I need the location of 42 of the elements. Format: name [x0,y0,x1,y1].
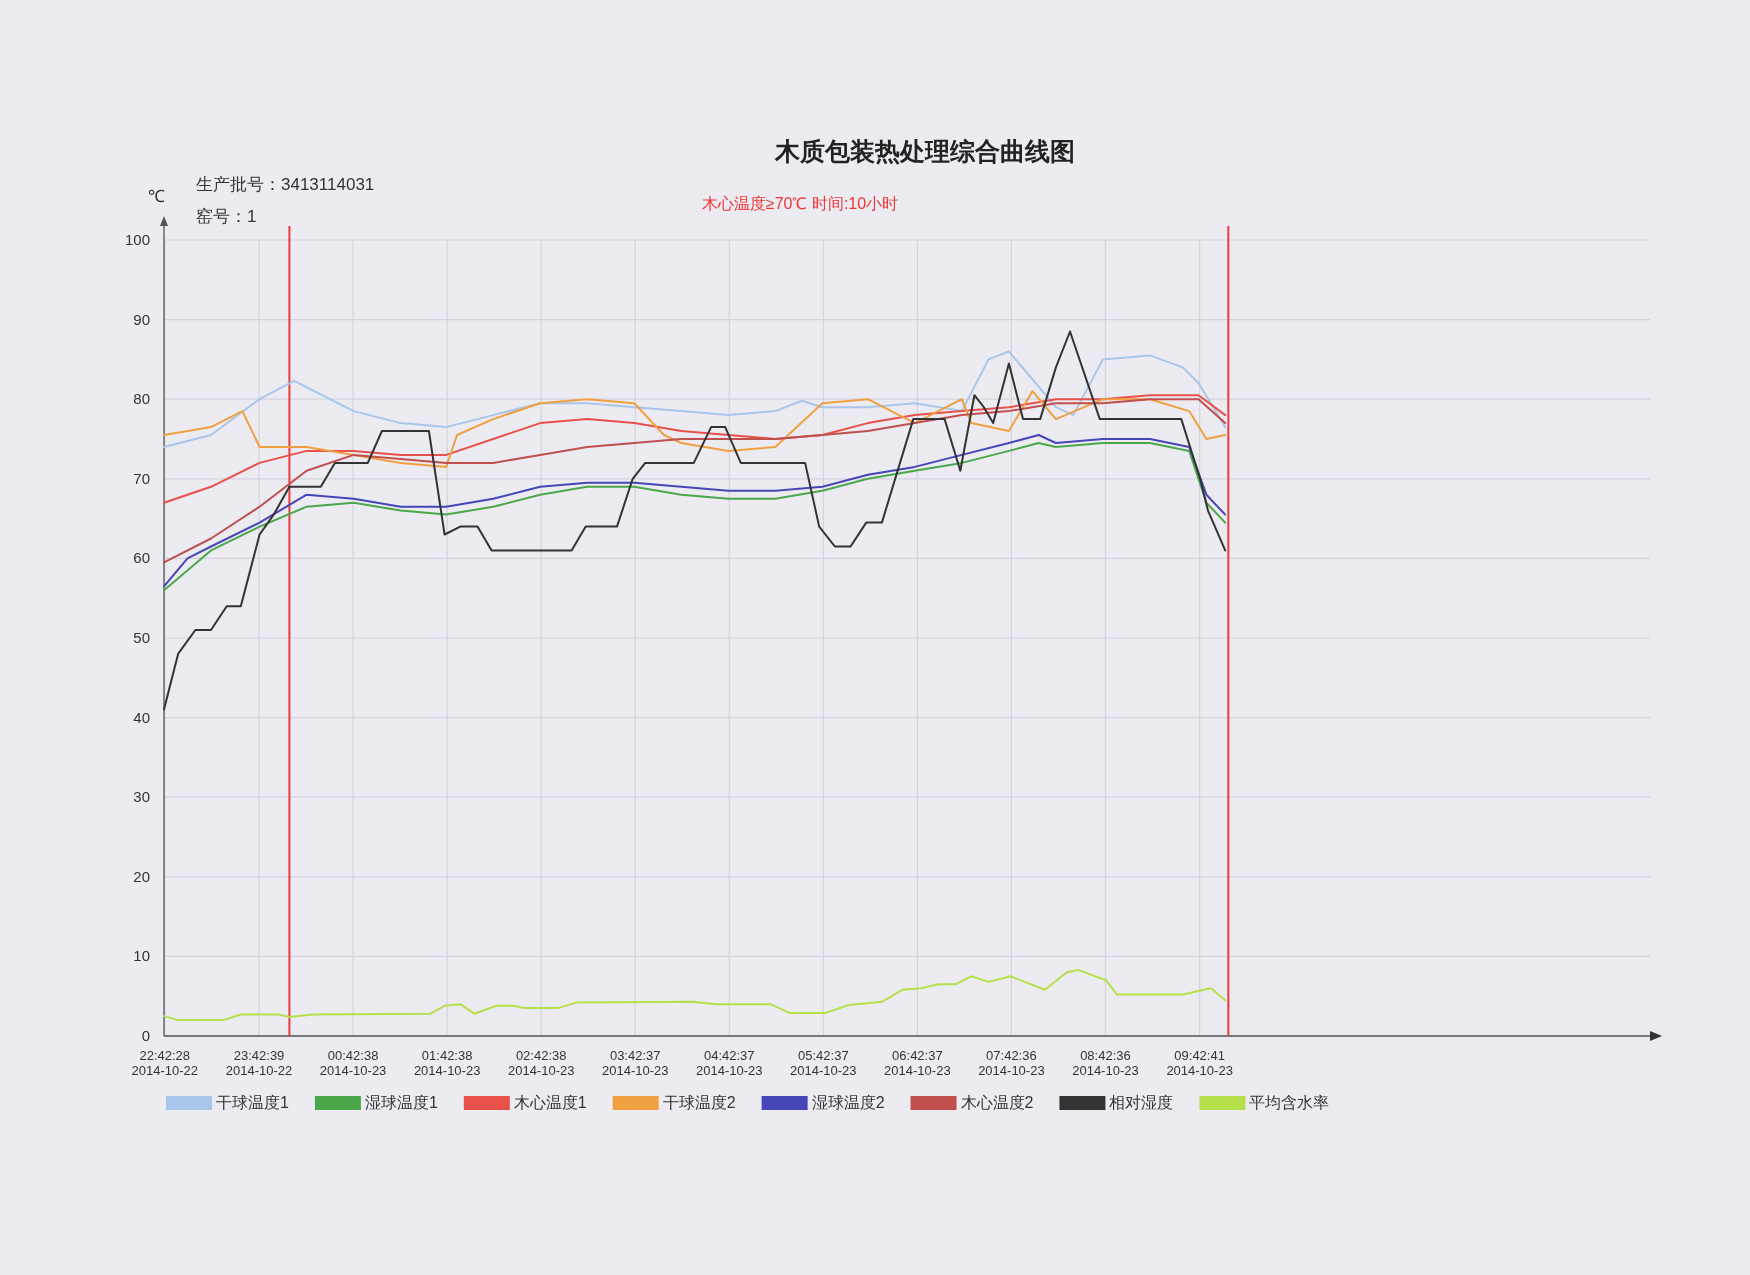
x-tick-label: 07:42:36 2014-10-23 [978,1048,1045,1078]
legend-label: 湿球温度2 [811,1094,885,1111]
legend-label: 平均含水率 [1249,1094,1330,1111]
line-series [163,394,1227,504]
y-tick-label: 60 [133,549,150,567]
x-tick-label: 08:42:36 2014-10-23 [1072,1048,1139,1078]
line-series [163,398,1227,564]
x-tick-label: 03:42:37 2014-10-23 [601,1048,669,1078]
y-axis-title: ℃ [147,187,165,206]
y-tick-label: 10 [133,947,150,965]
legend-label: 干球温度2 [662,1094,736,1111]
y-tick-label: 40 [133,708,150,726]
line-series [163,330,1227,711]
x-tick-label: 02:42:38 2014-10-23 [507,1048,575,1078]
y-tick-label: 80 [133,390,150,408]
legend-label: 相对湿度 [1109,1094,1174,1111]
x-tick-label: 22:42:28 2014-10-22 [131,1048,198,1078]
x-tick-label: 09:42:41 2014-10-23 [1166,1048,1233,1078]
y-tick-label: 90 [133,310,150,328]
legend-label: 干球温度1 [216,1094,289,1111]
line-series [163,390,1227,468]
chart-subtitle: 木心温度≥70℃ 时间:10小时 [701,195,899,212]
x-tick-label: 05:42:37 2014-10-23 [790,1048,857,1078]
y-tick-label: 30 [133,788,150,806]
x-tick-label: 23:42:39 2014-10-22 [225,1048,293,1078]
line-series [163,968,1227,1022]
y-tick-label: 50 [133,629,150,646]
y-tick-label: 70 [133,469,150,487]
x-tick-label: 00:42:38 2014-10-23 [319,1048,387,1078]
x-tick-label: 01:42:38 2014-10-23 [413,1048,481,1078]
legend-label: 木心温度1 [513,1094,587,1111]
legend-label: 湿球温度1 [364,1094,438,1111]
chart-title: 木质包装热处理综合曲线图 [774,137,1075,165]
legend-label: 木心温度2 [960,1094,1034,1111]
text: 窑号：1 [196,207,257,226]
y-tick-label: 0 [141,1027,150,1044]
line-series [163,350,1227,448]
x-tick-label: 06:42:37 2014-10-23 [884,1048,951,1078]
y-tick-label: 100 [124,231,150,248]
y-tick-label: 20 [133,867,150,885]
text: 生产批号：3413114031 [196,175,375,194]
x-tick-label: 04:42:37 2014-10-23 [696,1048,763,1078]
